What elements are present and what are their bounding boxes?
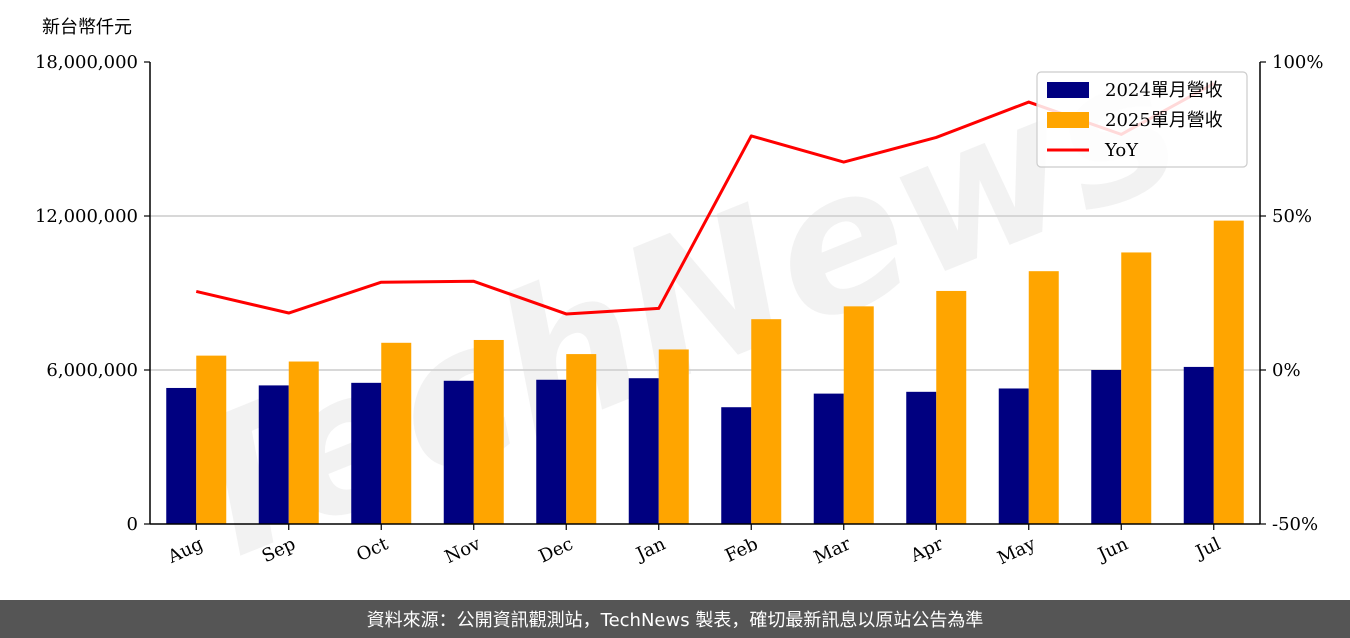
bar-2024-sep [258,385,289,524]
x-tick-label-jun: Jun [1093,533,1132,566]
source-footer: 資料來源：公開資訊觀測站，TechNews 製表，確切最新訊息以原站公告為準 [0,600,1350,638]
bar-2024-nov [443,380,474,524]
bar-2024-jul [1183,366,1214,524]
y-axis-unit-label: 新台幣仟元 [42,17,132,38]
x-tick-label-dec: Dec [536,533,577,567]
bar-2025-jan [658,349,689,524]
right-tick-label: 50% [1272,206,1312,227]
bar-2024-oct [351,382,382,524]
left-tick-label: 12,000,000 [35,206,138,227]
chart-area: TechNews 新台幣仟元 0 6,000,000 12,000,000 18,00… [35,9,1324,600]
bar-2024-mar [813,393,844,524]
bar-2024-dec [536,379,567,524]
bar-2025-jun [1121,252,1152,525]
bar-2025-may [1028,271,1059,524]
x-tick-label-may: May [994,533,1039,569]
bar-2024-may [998,388,1029,524]
x-tick-label-apr: Apr [907,533,947,567]
bar-2025-oct [381,342,412,524]
bar-2025-jul [1213,220,1244,524]
bar-2024-aug [166,387,197,524]
x-tick-label-nov: Nov [442,533,485,568]
x-tick-label-jan: Jan [631,533,669,566]
bar-2024-jan [628,378,659,524]
left-tick-label: 0 [127,514,138,535]
x-tick-label-mar: Mar [811,533,854,568]
left-tick-label: 18,000,000 [35,52,138,73]
bar-2025-dec [566,354,597,524]
bar-2024-feb [721,407,752,524]
bar-2024-apr [906,391,937,524]
revenue-chart: TechNews 新台幣仟元 06,000,00012,000,00018,00… [35,9,1324,600]
grid-lines [150,215,1260,371]
legend-label-2: YoY [1104,140,1139,161]
bar-2024-jun [1091,370,1122,524]
legend-swatch-0 [1047,82,1089,98]
bar-2025-mar [843,306,874,524]
bar-2025-nov [473,339,504,524]
legend-swatch-1 [1047,112,1089,128]
x-tick-label-jul: Jul [1191,533,1224,563]
left-tick-label: 6,000,000 [46,360,138,381]
source-text: 資料來源：公開資訊觀測站，TechNews 製表，確切最新訊息以原站公告為準 [366,610,984,631]
legend-label-1: 2025單月營收 [1105,110,1223,131]
bars [166,220,1244,525]
legend-box [1036,71,1248,168]
bar-2025-feb [751,319,782,524]
legend-label-0: 2024單月營收 [1105,80,1223,101]
bar-2025-aug [196,355,227,524]
bar-2025-apr [936,290,967,524]
right-tick-label: 0% [1272,360,1301,381]
bar-2025-sep [288,361,319,524]
legend: 2024單月營收 2025單月營收 YoY [1036,71,1248,168]
right-tick-label: -50% [1272,514,1318,535]
right-tick-label: 100% [1272,52,1323,73]
x-tick-label-feb: Feb [722,533,761,566]
